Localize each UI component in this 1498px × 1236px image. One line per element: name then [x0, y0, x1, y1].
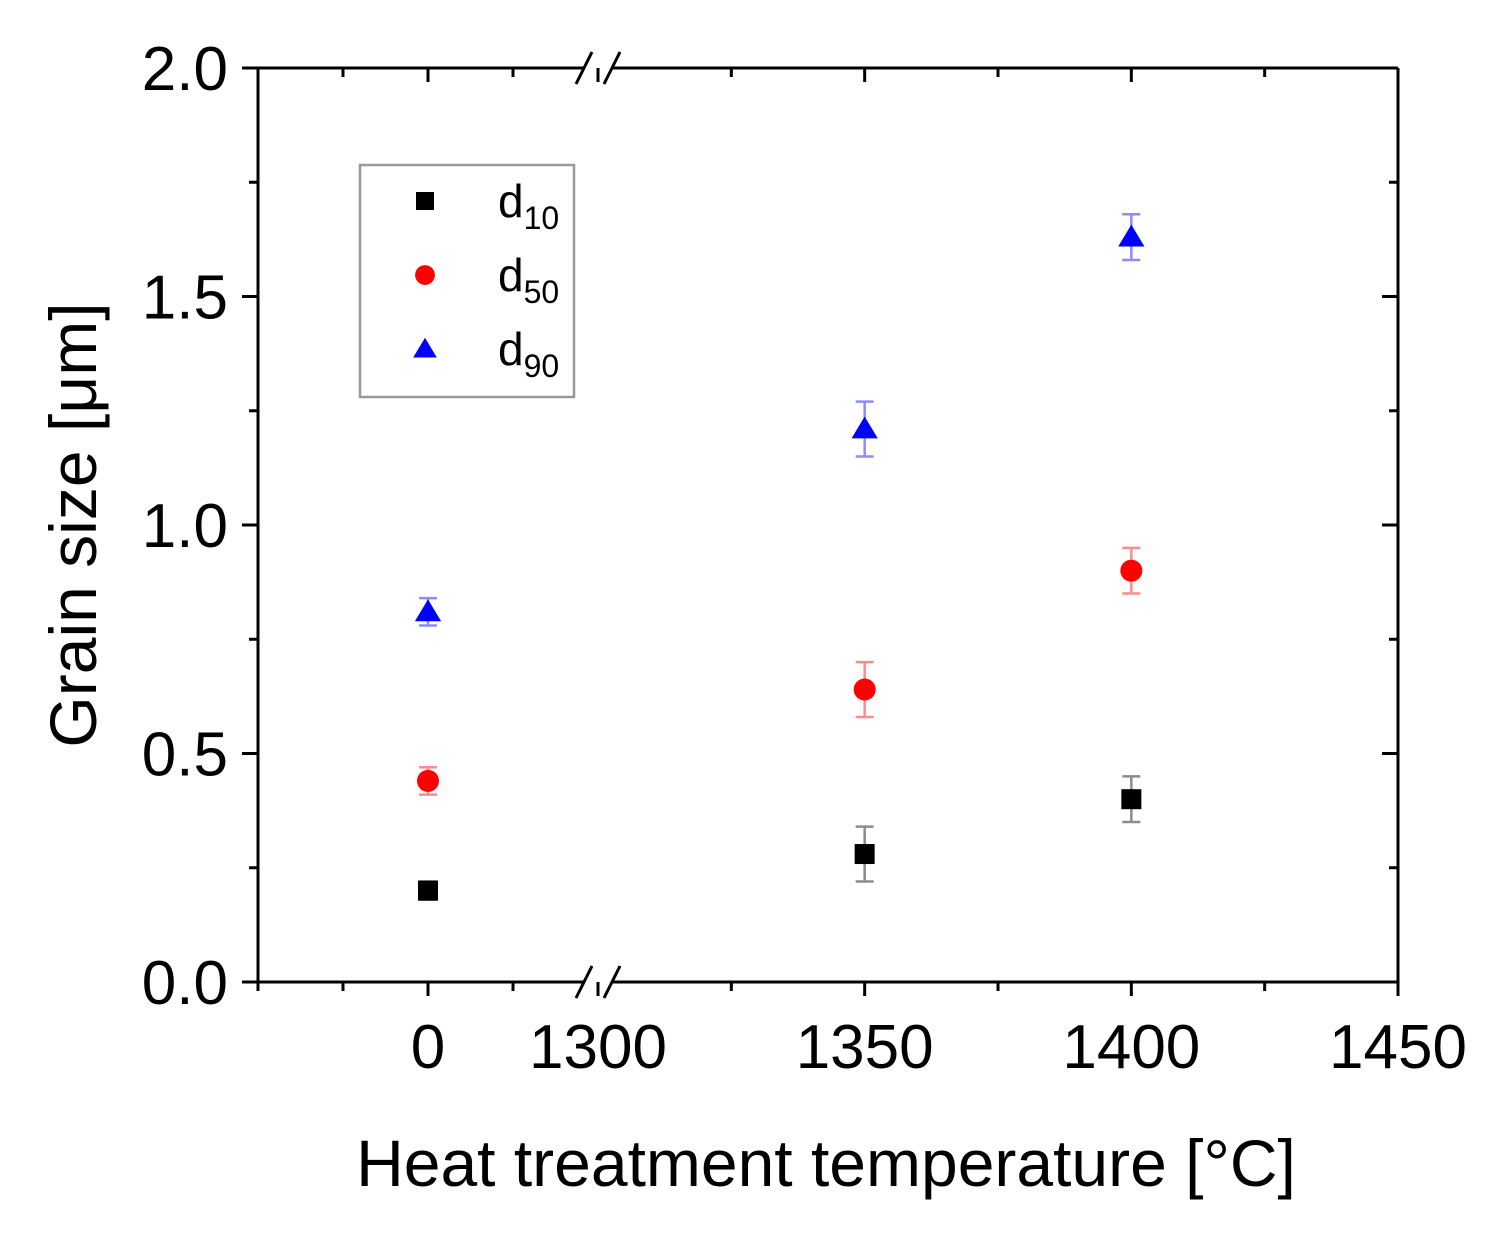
y-tick-label: 1.0: [142, 492, 228, 561]
axis-break-bottom-mark: [602, 965, 622, 999]
legend-box: [358, 163, 576, 399]
d50-legend-marker: [415, 265, 435, 285]
d10-point: [854, 844, 875, 865]
y-tick-label: 1.5: [142, 264, 228, 333]
x-tick-label: 1450: [1329, 1013, 1467, 1082]
y-tick-label: 2.0: [142, 35, 228, 104]
series-layer: [414, 212, 1145, 901]
axis-break-bottom: [574, 965, 622, 999]
y-tick-label: 0.5: [142, 721, 228, 790]
x-tick-label: 0: [411, 1013, 445, 1082]
y-axis: 0.0 0.5 1.0 1.5 2.0: [142, 35, 1398, 1018]
d90-point: [1118, 224, 1145, 247]
d90-point: [414, 599, 442, 622]
d50-point: [417, 769, 439, 792]
axis-break-top: [574, 51, 622, 85]
d90-legend-subscript: 90: [524, 348, 560, 384]
y-tick-label: 0.0: [142, 949, 228, 1018]
y-axis-title: Grain size [μm]: [36, 302, 110, 747]
x-axis-title: Heat treatment temperature [°C]: [356, 1126, 1296, 1200]
x-tick-label: 1300: [529, 1013, 667, 1082]
series-d90: [414, 212, 1145, 627]
x-tick-label: 1350: [796, 1013, 934, 1082]
d10-legend-subscript: 10: [524, 200, 560, 236]
d10-legend-marker: [416, 192, 434, 210]
series-d10: [418, 775, 1142, 901]
x-axis: 0 1300 1350 1400 1450: [256, 68, 1467, 1082]
axis-break-top-mark: [574, 51, 594, 85]
d90-point: [851, 416, 878, 439]
d50-point: [853, 678, 876, 701]
d50-point: [1120, 559, 1143, 582]
d50-legend-subscript: 50: [524, 274, 560, 310]
d90-legend-marker: [413, 337, 437, 358]
series-d50: [417, 546, 1143, 796]
d10-point: [1121, 789, 1142, 810]
x-tick-label: 1400: [1062, 1013, 1200, 1082]
d10-point: [418, 880, 438, 901]
axis-break-bottom-mark: [574, 965, 594, 999]
axis-break-top-mark: [602, 51, 622, 85]
